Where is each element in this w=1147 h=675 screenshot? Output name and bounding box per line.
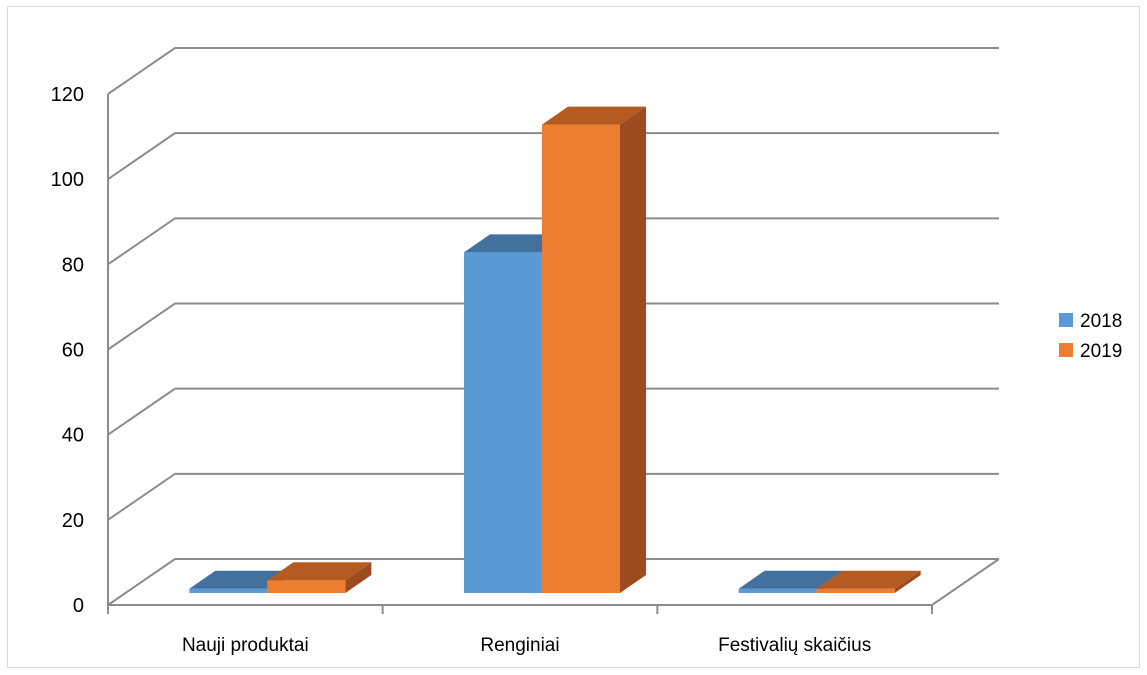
bar-front <box>542 124 620 593</box>
legend-label: 2018 <box>1080 311 1122 332</box>
bar-side <box>345 562 372 593</box>
y-tick-label: 100 <box>51 169 84 191</box>
x-axis: Nauji produktai Renginiai Festivalių skaič… <box>107 605 933 656</box>
y-tick-label: 80 <box>62 254 84 276</box>
legend-swatch <box>1059 343 1073 357</box>
y-tick-label: 20 <box>62 510 84 532</box>
y-axis: 0 20 40 60 80 100 120 <box>51 84 109 617</box>
y-tick-label: 120 <box>51 84 84 106</box>
gridline <box>107 47 999 95</box>
bar-front <box>738 588 817 593</box>
bar <box>542 106 646 593</box>
legend-swatch <box>1059 313 1073 327</box>
gridline <box>107 387 999 436</box>
bar-front <box>464 252 542 594</box>
x-category-label: Festivalių skaičius <box>718 635 871 656</box>
bar-front <box>816 588 895 593</box>
bar <box>267 562 372 593</box>
bars <box>189 106 921 594</box>
y-tick-label: 40 <box>62 425 84 447</box>
bar-side <box>894 570 921 593</box>
gridline <box>107 472 999 521</box>
bar-side <box>620 106 646 593</box>
bar-top <box>542 106 646 125</box>
gridline <box>107 132 999 180</box>
legend-label: 2019 <box>1080 341 1122 362</box>
chart-frame <box>7 6 1140 668</box>
x-category-label: Nauji produktai <box>182 635 309 656</box>
y-tick-label: 0 <box>73 595 84 617</box>
gridline <box>107 558 999 606</box>
y-tick-label: 60 <box>62 340 84 362</box>
bar-top <box>816 570 921 589</box>
bar-top <box>267 562 372 581</box>
bar-front <box>267 580 346 593</box>
x-category-label: Renginiai <box>480 635 559 656</box>
legend: 2018 2019 <box>1059 311 1122 362</box>
bar-front <box>189 588 268 593</box>
gridline <box>107 302 999 351</box>
bar-top <box>738 570 843 589</box>
bar <box>816 570 921 593</box>
gridline <box>107 217 999 266</box>
